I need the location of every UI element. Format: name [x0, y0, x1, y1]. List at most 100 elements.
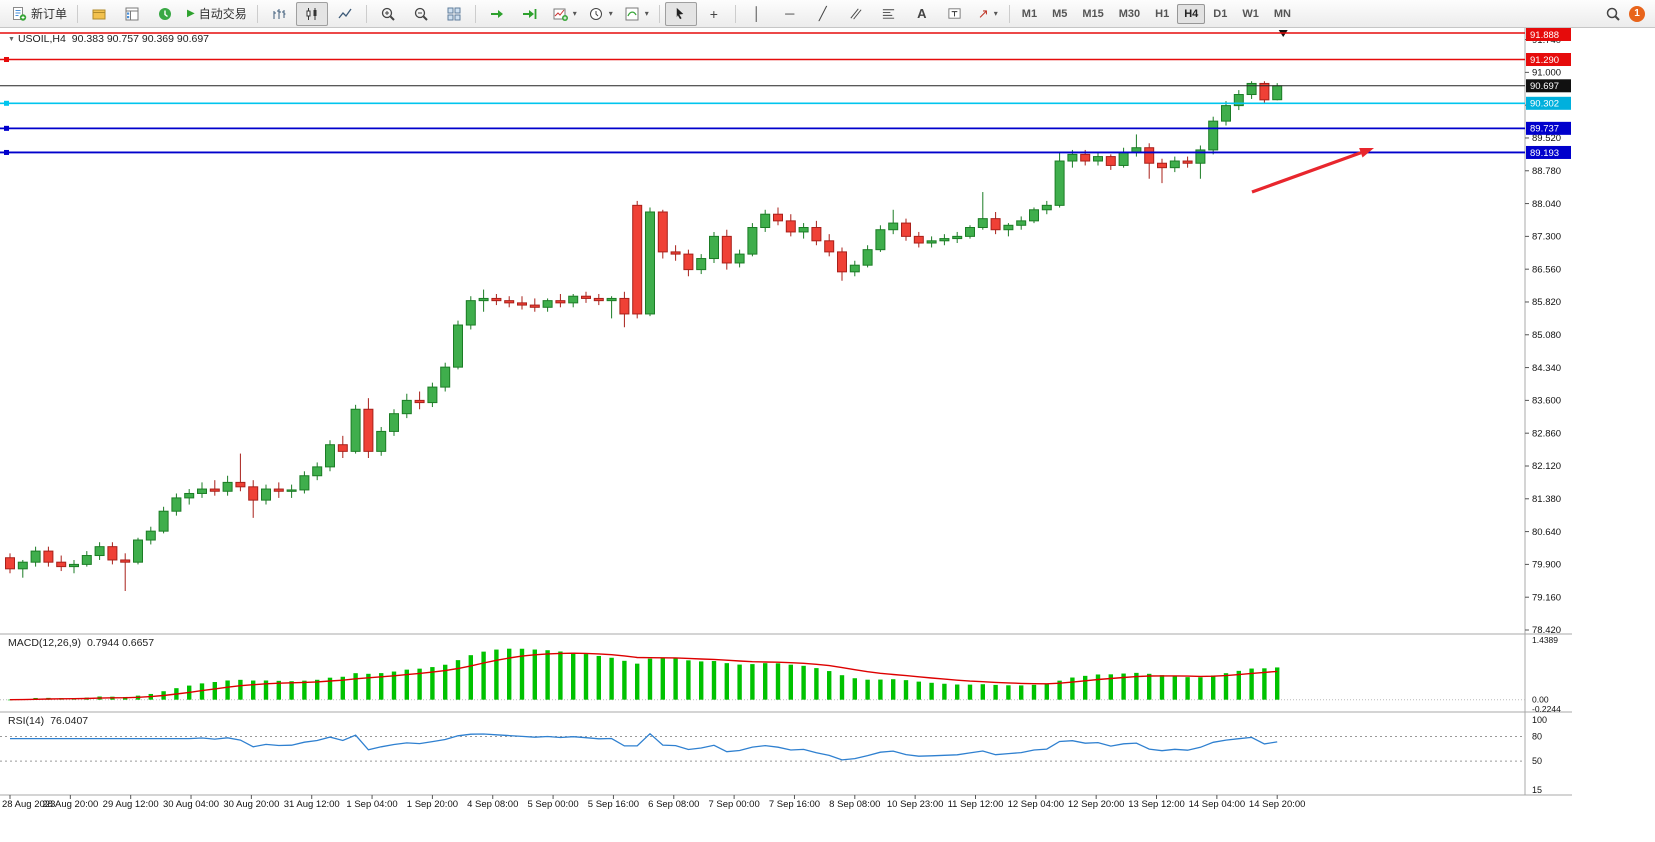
- horizontal-line-tool-button[interactable]: ─: [774, 2, 806, 26]
- svg-text:82.860: 82.860: [1532, 428, 1561, 439]
- candlestick-mode-button[interactable]: [295, 1, 328, 26]
- new-chart-icon: [552, 6, 568, 22]
- svg-text:90.697: 90.697: [1530, 81, 1559, 92]
- svg-text:12 Sep 04:00: 12 Sep 04:00: [1008, 799, 1065, 810]
- timeframe-h4[interactable]: H4: [1177, 3, 1206, 24]
- trendline-tool-button[interactable]: ╱: [807, 2, 839, 26]
- toolbar-separator: [256, 4, 258, 23]
- svg-text:4 Sep 08:00: 4 Sep 08:00: [467, 799, 518, 810]
- notification-badge[interactable]: 1: [1629, 5, 1645, 22]
- timeframe-m1[interactable]: M1: [1021, 7, 1038, 20]
- svg-text:12 Sep 20:00: 12 Sep 20:00: [1068, 799, 1125, 810]
- crosshair-tool-button[interactable]: +: [698, 2, 730, 26]
- fibonacci-tool-button[interactable]: [873, 2, 905, 26]
- tile-windows-icon: [446, 6, 462, 22]
- timeframe-h1[interactable]: H1: [1155, 7, 1170, 20]
- fibonacci-icon: [881, 6, 896, 21]
- line-chart-mode-button[interactable]: [329, 2, 361, 26]
- auto-trading-icon: ▶: [187, 7, 195, 19]
- indicators-menu-button[interactable]: ▾: [619, 2, 654, 26]
- clock-icon: [588, 6, 604, 22]
- auto-scroll-button[interactable]: [481, 2, 513, 26]
- text-label-tool-button[interactable]: [939, 2, 971, 26]
- svg-text:28 Aug 2023: 28 Aug 2023: [2, 799, 55, 810]
- chart-svg[interactable]: 91.74091.00090.26089.52088.78088.04087.3…: [0, 28, 1655, 842]
- chevron-down-icon: ▾: [572, 9, 577, 18]
- toolbar-separator: [77, 4, 79, 23]
- chart-canvas[interactable]: 91.74091.00090.26089.52088.78088.04087.3…: [0, 28, 1655, 842]
- trendline-icon: ╱: [818, 6, 827, 21]
- data-window-icon: [157, 6, 173, 22]
- crosshair-icon: +: [709, 5, 718, 22]
- svg-text:78.420: 78.420: [1532, 625, 1561, 636]
- price-level-labels: 91.888 91.290 90.697 90.302 89.737 89.193: [1526, 28, 1571, 159]
- svg-text:79.160: 79.160: [1532, 592, 1561, 603]
- timeframe-mn[interactable]: MN: [1273, 7, 1291, 20]
- new-order-button[interactable]: 新订单: [6, 2, 72, 26]
- line-chart-icon: [337, 6, 353, 22]
- price-levels[interactable]: [0, 32, 1525, 155]
- bar-chart-mode-button[interactable]: [263, 2, 295, 26]
- svg-text:30 Aug 20:00: 30 Aug 20:00: [223, 799, 279, 810]
- svg-text:88.040: 88.040: [1532, 199, 1561, 210]
- svg-text:85.080: 85.080: [1532, 330, 1561, 341]
- market-watch-button[interactable]: [116, 2, 148, 26]
- chevron-down-icon: ▾: [993, 9, 998, 18]
- cursor-tool-button[interactable]: [664, 1, 697, 26]
- toolbar-separator: [658, 4, 660, 23]
- svg-text:80: 80: [1532, 731, 1542, 741]
- macd-panel: 1.4389 0.00-0.2244: [0, 635, 1561, 714]
- timeframe-d1[interactable]: D1: [1213, 7, 1228, 20]
- zoom-out-button[interactable]: [405, 2, 437, 26]
- text-tool-button[interactable]: A: [906, 2, 938, 26]
- rsi-panel: 100 80 50 15: [0, 715, 1547, 795]
- svg-text:0.00: 0.00: [1532, 695, 1549, 705]
- main-toolbar: 新订单 ▶ 自动交易: [0, 0, 1655, 28]
- svg-text:100: 100: [1532, 715, 1547, 725]
- svg-text:5 Sep 00:00: 5 Sep 00:00: [527, 799, 578, 810]
- periods-menu-button[interactable]: ▾: [583, 2, 618, 26]
- svg-text:29 Aug 12:00: 29 Aug 12:00: [103, 799, 159, 810]
- arrow-tool-icon: ↗: [977, 6, 989, 21]
- arrows-tool-button[interactable]: ↗ ▾: [972, 2, 1004, 26]
- svg-text:87.300: 87.300: [1532, 232, 1561, 243]
- timeframe-m5[interactable]: M5: [1052, 7, 1068, 20]
- channel-tool-button[interactable]: [840, 2, 872, 26]
- candlestick-chart-icon: [304, 6, 320, 22]
- toolbar-separator: [365, 4, 367, 23]
- svg-text:10 Sep 23:00: 10 Sep 23:00: [887, 799, 944, 810]
- svg-text:79.900: 79.900: [1532, 560, 1561, 571]
- timeframe-m15[interactable]: M15: [1082, 7, 1104, 20]
- text-label-icon: [947, 6, 962, 21]
- svg-text:91.000: 91.000: [1532, 68, 1561, 79]
- svg-text:5 Sep 16:00: 5 Sep 16:00: [588, 799, 639, 810]
- profiles-button[interactable]: [83, 2, 115, 26]
- data-window-button[interactable]: [149, 2, 181, 26]
- timeframe-w1[interactable]: W1: [1242, 7, 1259, 20]
- timeframe-m30[interactable]: M30: [1118, 7, 1141, 20]
- zoom-in-button[interactable]: [372, 2, 404, 26]
- svg-text:90.302: 90.302: [1530, 99, 1559, 110]
- svg-text:84.340: 84.340: [1532, 363, 1561, 374]
- indicators-icon: [624, 6, 640, 22]
- search-icon[interactable]: [1605, 6, 1621, 22]
- svg-text:80.640: 80.640: [1532, 527, 1561, 538]
- auto-trading-button[interactable]: ▶ 自动交易: [182, 2, 252, 26]
- svg-text:30 Aug 04:00: 30 Aug 04:00: [163, 799, 219, 810]
- trend-arrow[interactable]: [1251, 148, 1374, 194]
- vertical-line-tool-button[interactable]: │: [741, 2, 773, 26]
- svg-text:89.520: 89.520: [1532, 133, 1561, 144]
- svg-text:7 Sep 00:00: 7 Sep 00:00: [708, 799, 759, 810]
- svg-text:-0.2244: -0.2244: [1532, 704, 1561, 714]
- svg-text:50: 50: [1532, 756, 1542, 766]
- chevron-down-icon: ▾: [608, 9, 613, 18]
- new-chart-button[interactable]: ▾: [547, 2, 582, 26]
- tile-windows-button[interactable]: [438, 2, 470, 26]
- svg-text:13 Sep 12:00: 13 Sep 12:00: [1128, 799, 1185, 810]
- svg-text:91.888: 91.888: [1530, 30, 1559, 41]
- toolbar-separator: [1008, 4, 1010, 23]
- svg-text:14 Sep 20:00: 14 Sep 20:00: [1249, 799, 1306, 810]
- chart-shift-button[interactable]: [514, 2, 546, 26]
